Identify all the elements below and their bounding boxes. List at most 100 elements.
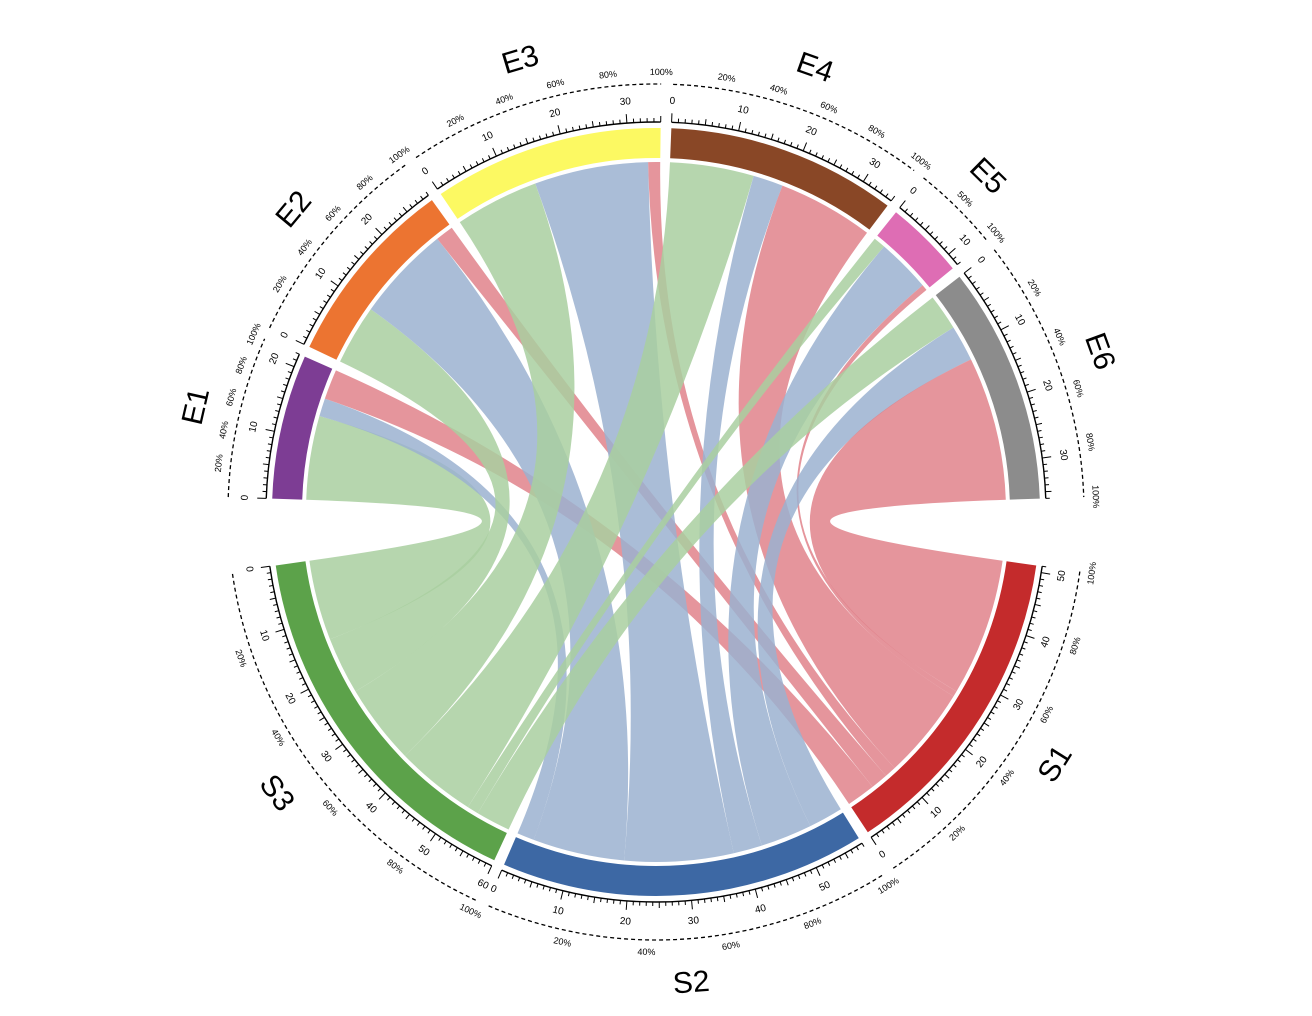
tick-mark xyxy=(1041,450,1046,452)
tick-mark xyxy=(398,212,403,217)
tick-mark xyxy=(770,133,774,140)
tick-mark xyxy=(1042,565,1047,568)
tick-mark xyxy=(907,809,911,814)
axis-e6 xyxy=(963,272,1047,499)
tick-mark xyxy=(289,659,296,663)
tick-label: 20 xyxy=(1040,379,1054,393)
tick-mark xyxy=(532,137,535,142)
tick-mark xyxy=(605,121,608,126)
sector-e6 xyxy=(935,276,1040,500)
tick-mark xyxy=(414,199,418,204)
tick-mark xyxy=(1029,622,1034,625)
tick-mark xyxy=(764,133,767,138)
percent-label: 100% xyxy=(244,321,262,346)
tick-mark xyxy=(987,303,992,307)
tick-mark xyxy=(287,371,292,374)
tick-mark xyxy=(1024,383,1029,387)
tick-mark xyxy=(285,362,295,368)
tick-mark xyxy=(278,622,283,625)
sector-e5 xyxy=(877,212,953,288)
tick-mark xyxy=(358,769,364,774)
tick-mark xyxy=(377,787,382,792)
tick-mark xyxy=(574,893,577,898)
tick-mark xyxy=(314,310,321,315)
tick-mark xyxy=(319,717,325,722)
sector-s3 xyxy=(275,561,507,861)
tick-mark xyxy=(1000,694,1009,700)
tick-mark xyxy=(934,236,939,240)
tick-mark xyxy=(929,231,934,235)
tick-label: 10 xyxy=(247,420,260,434)
link-s1-e4 xyxy=(738,185,954,769)
tick-mark xyxy=(330,288,335,292)
tick-label: 10 xyxy=(257,629,271,643)
tick-mark xyxy=(354,255,360,260)
tick-mark xyxy=(405,813,410,820)
tick-mark xyxy=(282,635,287,638)
tick-mark xyxy=(552,131,555,136)
tick-label: 30 xyxy=(867,156,883,171)
tick-label: 50 xyxy=(818,879,833,894)
tick-mark xyxy=(1037,429,1042,432)
tick-mark xyxy=(821,155,824,160)
tick-mark xyxy=(293,665,298,668)
percent-track-s2 xyxy=(486,874,883,941)
tick-mark xyxy=(785,879,789,886)
tick-mark xyxy=(567,892,570,897)
tick-label: 50 xyxy=(1056,569,1069,582)
tick-mark xyxy=(401,809,405,814)
tick-mark xyxy=(735,893,738,898)
tick-mark xyxy=(961,754,965,758)
tick-mark xyxy=(935,783,940,787)
tick-mark xyxy=(487,865,493,875)
percent-label: 100% xyxy=(909,150,933,172)
tick-mark xyxy=(1012,352,1017,355)
tick-mark xyxy=(273,603,278,606)
link-s1-e1 xyxy=(324,370,873,804)
tick-mark xyxy=(1025,635,1035,639)
tick-mark xyxy=(483,862,487,867)
tick-mark xyxy=(909,212,914,217)
tick-mark xyxy=(1036,597,1041,600)
tick-mark xyxy=(346,266,351,271)
percent-label: 40% xyxy=(769,82,789,97)
percent-label: 80% xyxy=(802,915,822,931)
tick-mark xyxy=(529,881,533,888)
tick-mark xyxy=(276,616,281,619)
tick-mark xyxy=(833,159,838,166)
tick-mark xyxy=(303,335,308,339)
tick-mark xyxy=(1034,416,1039,419)
tick-mark xyxy=(815,867,821,876)
tick-mark xyxy=(703,898,706,904)
link-s2-e3 xyxy=(535,162,734,862)
tick-mark xyxy=(926,792,930,797)
percent-label: 40% xyxy=(269,727,287,748)
tick-mark xyxy=(975,286,980,290)
tick-mark xyxy=(948,769,953,773)
tick-mark xyxy=(914,217,919,221)
tick-mark xyxy=(360,251,364,255)
percent-track-s3 xyxy=(231,571,476,901)
tick-mark xyxy=(411,818,416,822)
percent-label: 100% xyxy=(458,902,483,921)
tick-mark xyxy=(857,174,861,179)
tick-mark xyxy=(731,125,734,130)
tick-label: 10 xyxy=(1012,313,1027,328)
tick-label: 0 xyxy=(975,255,987,266)
tick-mark xyxy=(422,825,426,830)
tick-mark xyxy=(275,628,285,633)
link-s2-e4 xyxy=(699,175,783,854)
tick-mark xyxy=(285,377,290,380)
tick-mark xyxy=(292,358,297,361)
tick-mark xyxy=(965,748,973,756)
tick-mark xyxy=(876,833,880,838)
link-s3-e6 xyxy=(477,297,954,830)
tick-mark xyxy=(779,881,782,886)
tick-mark xyxy=(506,146,510,152)
tick-mark xyxy=(754,889,759,898)
tick-mark xyxy=(542,885,545,890)
tick-mark xyxy=(751,129,754,135)
tick-mark xyxy=(777,137,780,142)
tick-mark xyxy=(1006,339,1011,343)
percent-label: 60% xyxy=(545,77,565,91)
